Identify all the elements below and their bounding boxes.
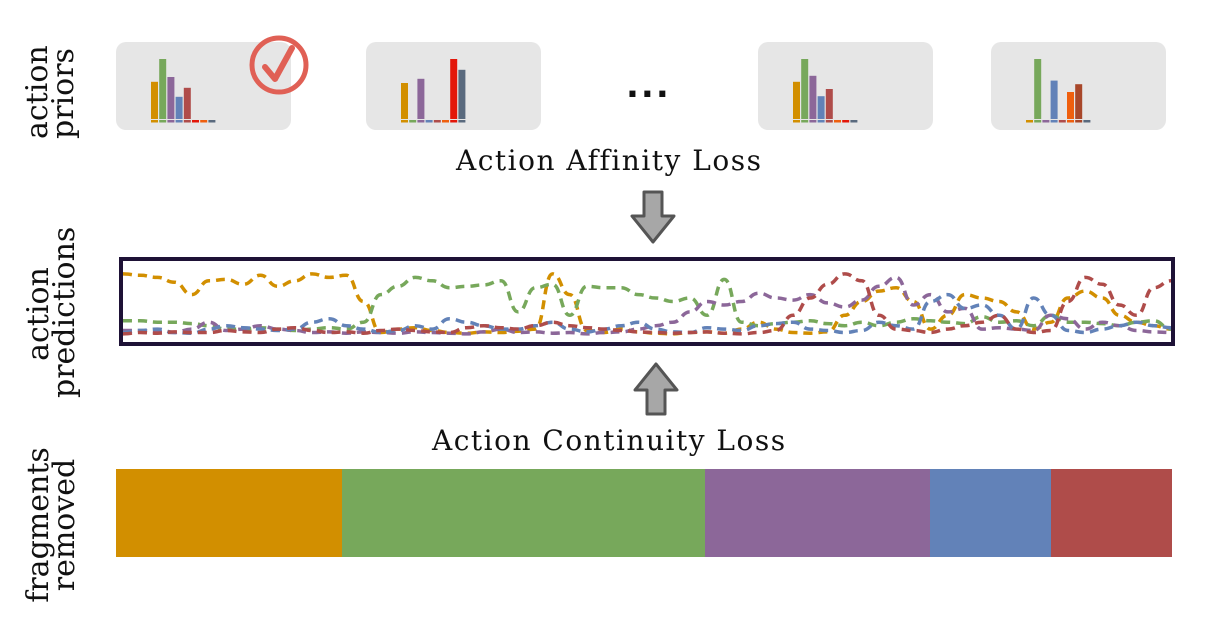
- prior-baseline-tick: [183, 120, 191, 123]
- fragment-segment-blue: [930, 469, 1051, 557]
- prior-baseline-tick: [1067, 120, 1074, 123]
- prior-baseline-tick: [1026, 120, 1033, 123]
- prior-bar: [1067, 92, 1074, 119]
- prior-bar: [151, 81, 158, 119]
- ellipsis: ...: [626, 66, 671, 106]
- prior-baseline-tick: [425, 120, 433, 123]
- prior-baseline-tick: [825, 120, 833, 123]
- fragment-segment-red: [1050, 469, 1172, 557]
- fragment-segment-purple: [705, 469, 931, 557]
- prior-bar: [417, 78, 425, 119]
- prior-baseline-tick: [850, 120, 858, 123]
- prediction-curve-red: [122, 272, 1172, 336]
- prior-bar: [1034, 59, 1042, 119]
- prior-baseline-tick: [817, 120, 825, 123]
- prior-baseline-tick: [842, 120, 850, 123]
- prior-baseline-tick: [1075, 120, 1083, 123]
- prior-baseline-tick: [151, 120, 158, 123]
- prior-baseline-tick: [1042, 120, 1050, 123]
- prior-bar: [175, 96, 183, 119]
- prior-baseline-tick: [159, 120, 167, 123]
- prior-baseline-tick: [834, 120, 841, 123]
- prior-baseline-tick: [809, 120, 817, 123]
- prior-baseline-tick: [175, 120, 183, 123]
- prior-card: [991, 42, 1166, 130]
- prior-bar: [817, 96, 825, 119]
- prior-baseline-tick: [1058, 120, 1066, 123]
- prior-bar: [1075, 84, 1083, 119]
- label-line: predictions: [47, 226, 82, 398]
- prior-bar: [159, 59, 167, 119]
- check-icon: [249, 35, 309, 95]
- label-fragments-removed: fragments removed: [21, 441, 82, 609]
- prior-bar: [801, 59, 809, 119]
- prediction-curves: [122, 272, 1172, 336]
- fragments-bar: [116, 469, 1172, 557]
- prior-baseline-tick: [192, 120, 199, 123]
- prior-baseline-tick: [401, 120, 408, 123]
- prior-baseline-tick: [417, 120, 425, 123]
- prior-baseline-tick: [167, 120, 175, 123]
- arrow-down-icon: [630, 190, 676, 244]
- arrow-up-icon: [633, 362, 679, 416]
- prediction-curve-green: [123, 275, 1172, 333]
- prior-bar: [809, 75, 817, 119]
- prior-bar: [167, 77, 175, 119]
- prior-bar: [1050, 80, 1058, 119]
- action-affinity-loss-label: Action Affinity Loss: [456, 144, 763, 177]
- prediction-curve-blue: [122, 292, 1172, 335]
- prior-bar: [450, 59, 458, 119]
- prior-baseline-tick: [200, 120, 208, 123]
- prior-baseline-tick: [801, 120, 809, 123]
- prior-bar: [825, 89, 833, 119]
- prior-card: [758, 42, 933, 130]
- prior-baseline-tick: [442, 120, 449, 123]
- prior-histogram: [401, 59, 466, 123]
- prior-bar: [793, 81, 800, 119]
- prior-bar: [458, 69, 466, 119]
- fragment-segment-green: [341, 469, 706, 557]
- prior-baseline-tick: [208, 120, 216, 123]
- label-action-predictions: action predictions: [21, 226, 82, 398]
- action-predictions-panel: [119, 257, 1175, 346]
- prior-baseline-tick: [793, 120, 800, 123]
- prior-card: [366, 42, 541, 130]
- prior-histogram: [151, 59, 216, 123]
- label-line: removed: [47, 458, 82, 592]
- prior-baseline-tick: [1034, 120, 1042, 123]
- prior-bar: [401, 83, 408, 119]
- action-continuity-loss-label: Action Continuity Loss: [432, 424, 787, 457]
- prior-baseline-tick: [458, 120, 466, 123]
- label-action-priors: action priors: [20, 45, 81, 139]
- label-line: priors: [46, 48, 81, 139]
- prior-baseline-tick: [1083, 120, 1091, 123]
- fragment-segment-orange: [116, 469, 342, 557]
- prior-baseline-tick: [450, 120, 458, 123]
- prior-histogram: [1026, 59, 1091, 123]
- prior-baseline-tick: [1050, 120, 1058, 123]
- prior-histogram: [793, 59, 858, 123]
- prior-baseline-tick: [409, 120, 417, 123]
- prior-baseline-tick: [433, 120, 441, 123]
- prior-bar: [183, 87, 191, 119]
